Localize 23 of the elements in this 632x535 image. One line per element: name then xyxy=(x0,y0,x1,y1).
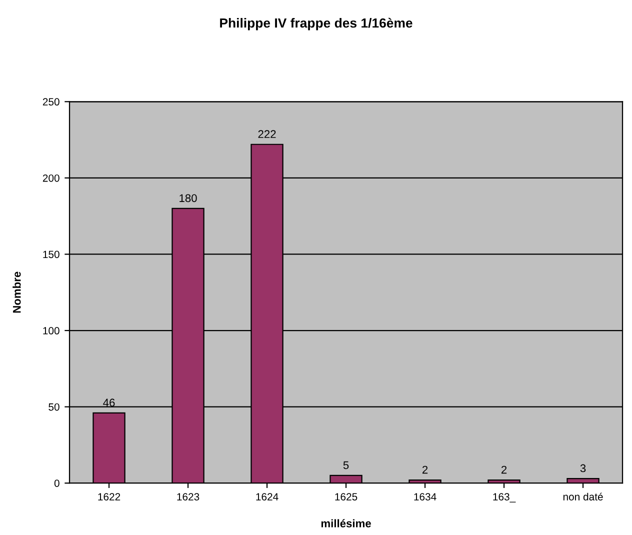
data-label: 2 xyxy=(422,466,428,474)
x-axis-title: millésime xyxy=(321,519,371,528)
x-tick-label: 1623 xyxy=(177,493,200,500)
y-tick-label: 250 xyxy=(42,98,60,106)
x-tick-label: 1624 xyxy=(256,493,278,500)
data-label: 46 xyxy=(103,398,115,407)
x-tick-label: 1622 xyxy=(98,493,120,500)
y-tick-label: 100 xyxy=(43,327,60,334)
y-tick-label: 200 xyxy=(42,174,60,182)
data-label: 180 xyxy=(180,194,197,202)
y-axis-title: Nombre xyxy=(12,272,21,313)
x-tick-label: 1625 xyxy=(335,493,358,500)
data-label: 5 xyxy=(343,461,349,470)
data-label: 2 xyxy=(501,466,507,474)
chart-title: Philippe IV frappe des 1/16ème xyxy=(220,18,412,30)
data-label: 222 xyxy=(258,130,276,138)
y-tick-label: 0 xyxy=(54,480,60,487)
y-tick-label: 50 xyxy=(48,403,60,411)
y-tick-label: 150 xyxy=(43,250,60,258)
x-tick-label: 163_ xyxy=(493,493,516,502)
x-tick-label: non daté xyxy=(563,492,603,500)
data-label: 3 xyxy=(580,464,586,472)
x-tick-label: 1634 xyxy=(414,493,436,500)
